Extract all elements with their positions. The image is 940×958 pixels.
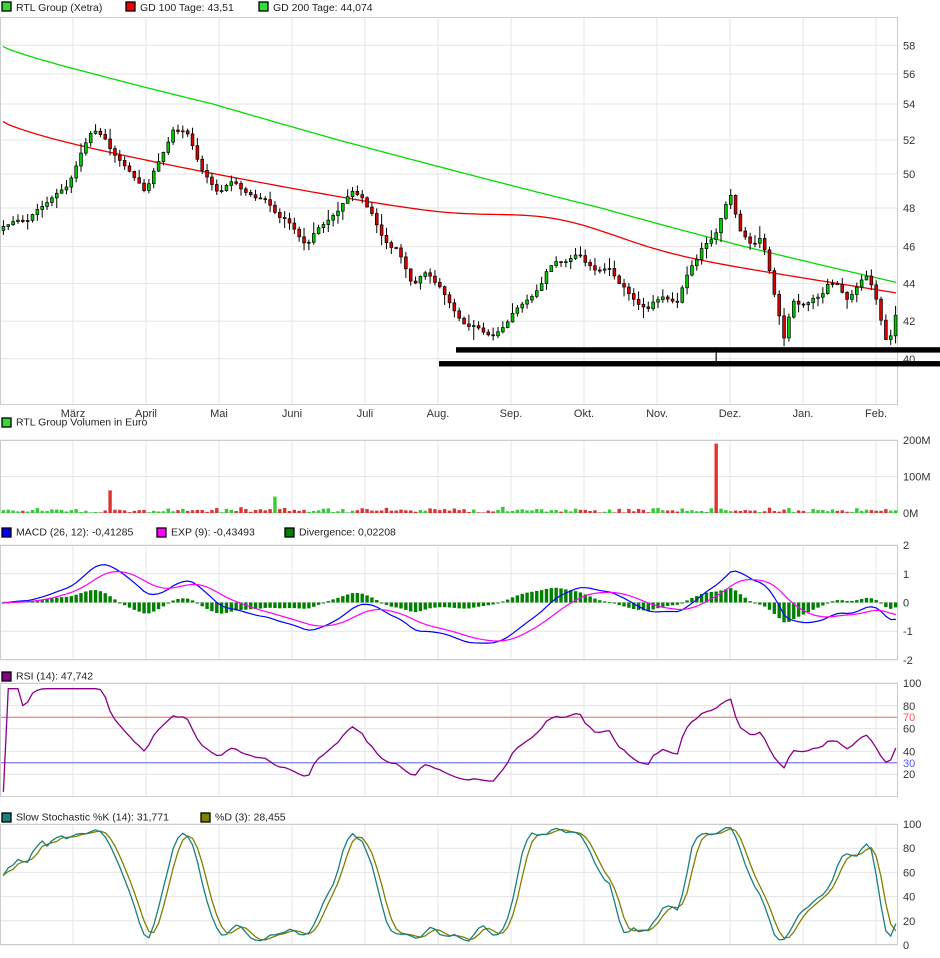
svg-text:100M: 100M bbox=[903, 472, 931, 484]
svg-text:0M: 0M bbox=[903, 508, 918, 520]
svg-text:100: 100 bbox=[903, 819, 921, 831]
svg-text:80: 80 bbox=[903, 701, 915, 713]
svg-text:RTL Group Volumen in Euro: RTL Group Volumen in Euro bbox=[16, 417, 147, 429]
svg-text:GD 200 Tage: 44,074: GD 200 Tage: 44,074 bbox=[273, 2, 373, 14]
svg-text:Aug.: Aug. bbox=[427, 408, 450, 420]
svg-text:MACD (26, 12): -0,41285: MACD (26, 12): -0,41285 bbox=[16, 527, 133, 539]
svg-text:100: 100 bbox=[903, 678, 921, 690]
svg-text:46: 46 bbox=[903, 242, 915, 254]
svg-text:30: 30 bbox=[903, 758, 915, 770]
svg-text:52: 52 bbox=[903, 135, 915, 147]
svg-text:-1: -1 bbox=[903, 626, 913, 638]
svg-text:54: 54 bbox=[903, 99, 915, 111]
svg-text:Dez.: Dez. bbox=[719, 408, 742, 420]
svg-text:60: 60 bbox=[903, 867, 915, 879]
svg-text:44: 44 bbox=[903, 279, 915, 291]
svg-text:48: 48 bbox=[903, 203, 915, 215]
svg-text:Mai: Mai bbox=[210, 408, 228, 420]
svg-text:Slow Stochastic %K (14): 31,77: Slow Stochastic %K (14): 31,771 bbox=[16, 812, 169, 824]
svg-text:GD 100 Tage: 43,51: GD 100 Tage: 43,51 bbox=[140, 2, 234, 14]
svg-text:20: 20 bbox=[903, 769, 915, 781]
svg-text:Juni: Juni bbox=[282, 408, 302, 420]
svg-text:Feb.: Feb. bbox=[865, 408, 887, 420]
svg-text:200M: 200M bbox=[903, 435, 931, 447]
svg-text:Nov.: Nov. bbox=[646, 408, 668, 420]
svg-text:20: 20 bbox=[903, 916, 915, 928]
svg-text:RSI (14): 47,742: RSI (14): 47,742 bbox=[16, 671, 93, 683]
svg-text:%D (3): 28,455: %D (3): 28,455 bbox=[215, 812, 286, 824]
svg-text:1: 1 bbox=[903, 569, 909, 581]
svg-text:Sep.: Sep. bbox=[500, 408, 523, 420]
svg-text:80: 80 bbox=[903, 843, 915, 855]
svg-text:70: 70 bbox=[903, 712, 915, 724]
svg-text:60: 60 bbox=[903, 724, 915, 736]
svg-text:RTL Group (Xetra): RTL Group (Xetra) bbox=[16, 2, 102, 14]
svg-text:Juli: Juli bbox=[357, 408, 374, 420]
svg-text:-2: -2 bbox=[903, 655, 913, 667]
svg-text:0: 0 bbox=[903, 940, 909, 952]
svg-text:42: 42 bbox=[903, 316, 915, 328]
svg-text:40: 40 bbox=[903, 746, 915, 758]
svg-text:Okt.: Okt. bbox=[574, 408, 594, 420]
svg-text:50: 50 bbox=[903, 169, 915, 181]
svg-text:0: 0 bbox=[903, 598, 909, 610]
svg-text:56: 56 bbox=[903, 69, 915, 81]
svg-text:Divergence: 0,02208: Divergence: 0,02208 bbox=[299, 527, 396, 539]
svg-text:Jan.: Jan. bbox=[793, 408, 814, 420]
svg-text:EXP (9): -0,43493: EXP (9): -0,43493 bbox=[171, 527, 255, 539]
svg-text:58: 58 bbox=[903, 40, 915, 52]
svg-text:2: 2 bbox=[903, 540, 909, 552]
svg-text:40: 40 bbox=[903, 892, 915, 904]
